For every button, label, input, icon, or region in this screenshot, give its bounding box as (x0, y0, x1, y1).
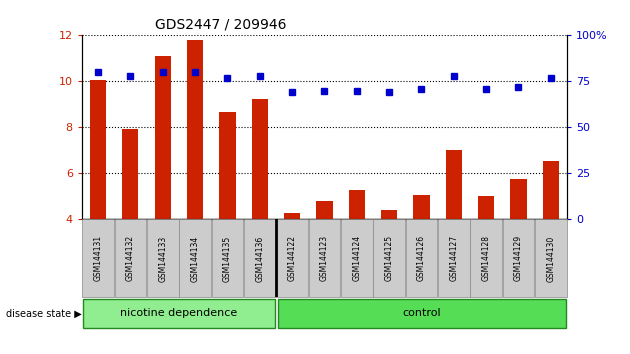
FancyBboxPatch shape (309, 219, 340, 297)
Bar (284, 212, 301, 312)
Text: GSM144135: GSM144135 (223, 235, 232, 281)
Bar (219, 113, 236, 312)
Text: nicotine dependence: nicotine dependence (120, 308, 238, 318)
FancyBboxPatch shape (212, 219, 243, 297)
Text: GSM144131: GSM144131 (94, 235, 103, 281)
Text: GSM144126: GSM144126 (417, 235, 426, 281)
Text: GSM144124: GSM144124 (352, 235, 361, 281)
Text: GSM144123: GSM144123 (320, 235, 329, 281)
Bar (543, 161, 559, 312)
FancyBboxPatch shape (503, 219, 534, 297)
Text: GDS2447 / 209946: GDS2447 / 209946 (155, 18, 286, 32)
FancyBboxPatch shape (147, 219, 178, 297)
Bar (316, 201, 333, 312)
Text: GSM144132: GSM144132 (126, 235, 135, 281)
FancyBboxPatch shape (471, 219, 502, 297)
FancyBboxPatch shape (341, 219, 372, 297)
FancyBboxPatch shape (180, 219, 211, 297)
Text: control: control (402, 308, 441, 318)
Text: GSM144130: GSM144130 (546, 235, 555, 281)
Text: GSM144127: GSM144127 (449, 235, 458, 281)
Text: GSM144128: GSM144128 (482, 235, 491, 281)
FancyBboxPatch shape (244, 219, 275, 297)
Bar (187, 40, 203, 312)
FancyBboxPatch shape (406, 219, 437, 297)
Bar (478, 196, 495, 312)
Bar (446, 150, 462, 312)
FancyBboxPatch shape (83, 299, 275, 328)
FancyBboxPatch shape (83, 219, 114, 297)
Text: disease state ▶: disease state ▶ (6, 308, 82, 318)
Bar (510, 179, 527, 312)
FancyBboxPatch shape (535, 219, 566, 297)
Text: GSM144125: GSM144125 (385, 235, 394, 281)
Bar (252, 99, 268, 312)
FancyBboxPatch shape (374, 219, 405, 297)
Text: GSM144133: GSM144133 (158, 235, 167, 281)
Bar (413, 195, 430, 312)
Text: GSM144122: GSM144122 (288, 235, 297, 281)
Bar (90, 80, 106, 312)
Text: GSM144136: GSM144136 (255, 235, 264, 281)
Text: GSM144134: GSM144134 (191, 235, 200, 281)
FancyBboxPatch shape (438, 219, 469, 297)
Text: GSM144129: GSM144129 (514, 235, 523, 281)
Bar (381, 210, 398, 312)
FancyBboxPatch shape (277, 219, 308, 297)
Bar (155, 56, 171, 312)
FancyBboxPatch shape (278, 299, 566, 328)
Bar (349, 190, 365, 312)
FancyBboxPatch shape (115, 219, 146, 297)
Bar (122, 129, 139, 312)
